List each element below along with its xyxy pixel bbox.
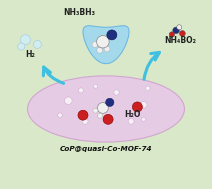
Circle shape [114, 90, 119, 95]
Text: CoP@quasi-Co-MOF-74: CoP@quasi-Co-MOF-74 [60, 146, 152, 152]
Circle shape [78, 88, 83, 93]
Circle shape [103, 114, 113, 124]
Circle shape [146, 86, 150, 91]
Circle shape [98, 113, 103, 118]
Ellipse shape [28, 76, 184, 142]
Circle shape [142, 117, 146, 121]
Circle shape [92, 42, 98, 47]
Circle shape [20, 35, 31, 45]
Circle shape [18, 43, 25, 50]
Circle shape [169, 32, 175, 37]
Circle shape [58, 113, 62, 118]
Circle shape [78, 110, 88, 120]
Text: NH₃BH₃: NH₃BH₃ [63, 8, 95, 17]
Circle shape [97, 36, 109, 48]
Circle shape [33, 40, 41, 48]
Circle shape [106, 98, 114, 106]
Text: NH₄BO₂: NH₄BO₂ [164, 36, 196, 45]
Circle shape [97, 47, 103, 53]
Circle shape [65, 97, 72, 105]
Circle shape [98, 103, 108, 113]
Circle shape [104, 46, 110, 52]
Circle shape [93, 84, 98, 88]
Text: H₂: H₂ [26, 50, 36, 59]
Circle shape [93, 108, 98, 113]
Circle shape [132, 102, 142, 112]
Circle shape [179, 31, 185, 36]
Circle shape [107, 30, 117, 40]
Circle shape [82, 119, 88, 124]
Circle shape [128, 119, 134, 124]
Text: H₂O: H₂O [124, 110, 140, 119]
Circle shape [140, 101, 147, 108]
Circle shape [173, 27, 179, 34]
Polygon shape [83, 26, 129, 64]
Circle shape [177, 25, 182, 30]
